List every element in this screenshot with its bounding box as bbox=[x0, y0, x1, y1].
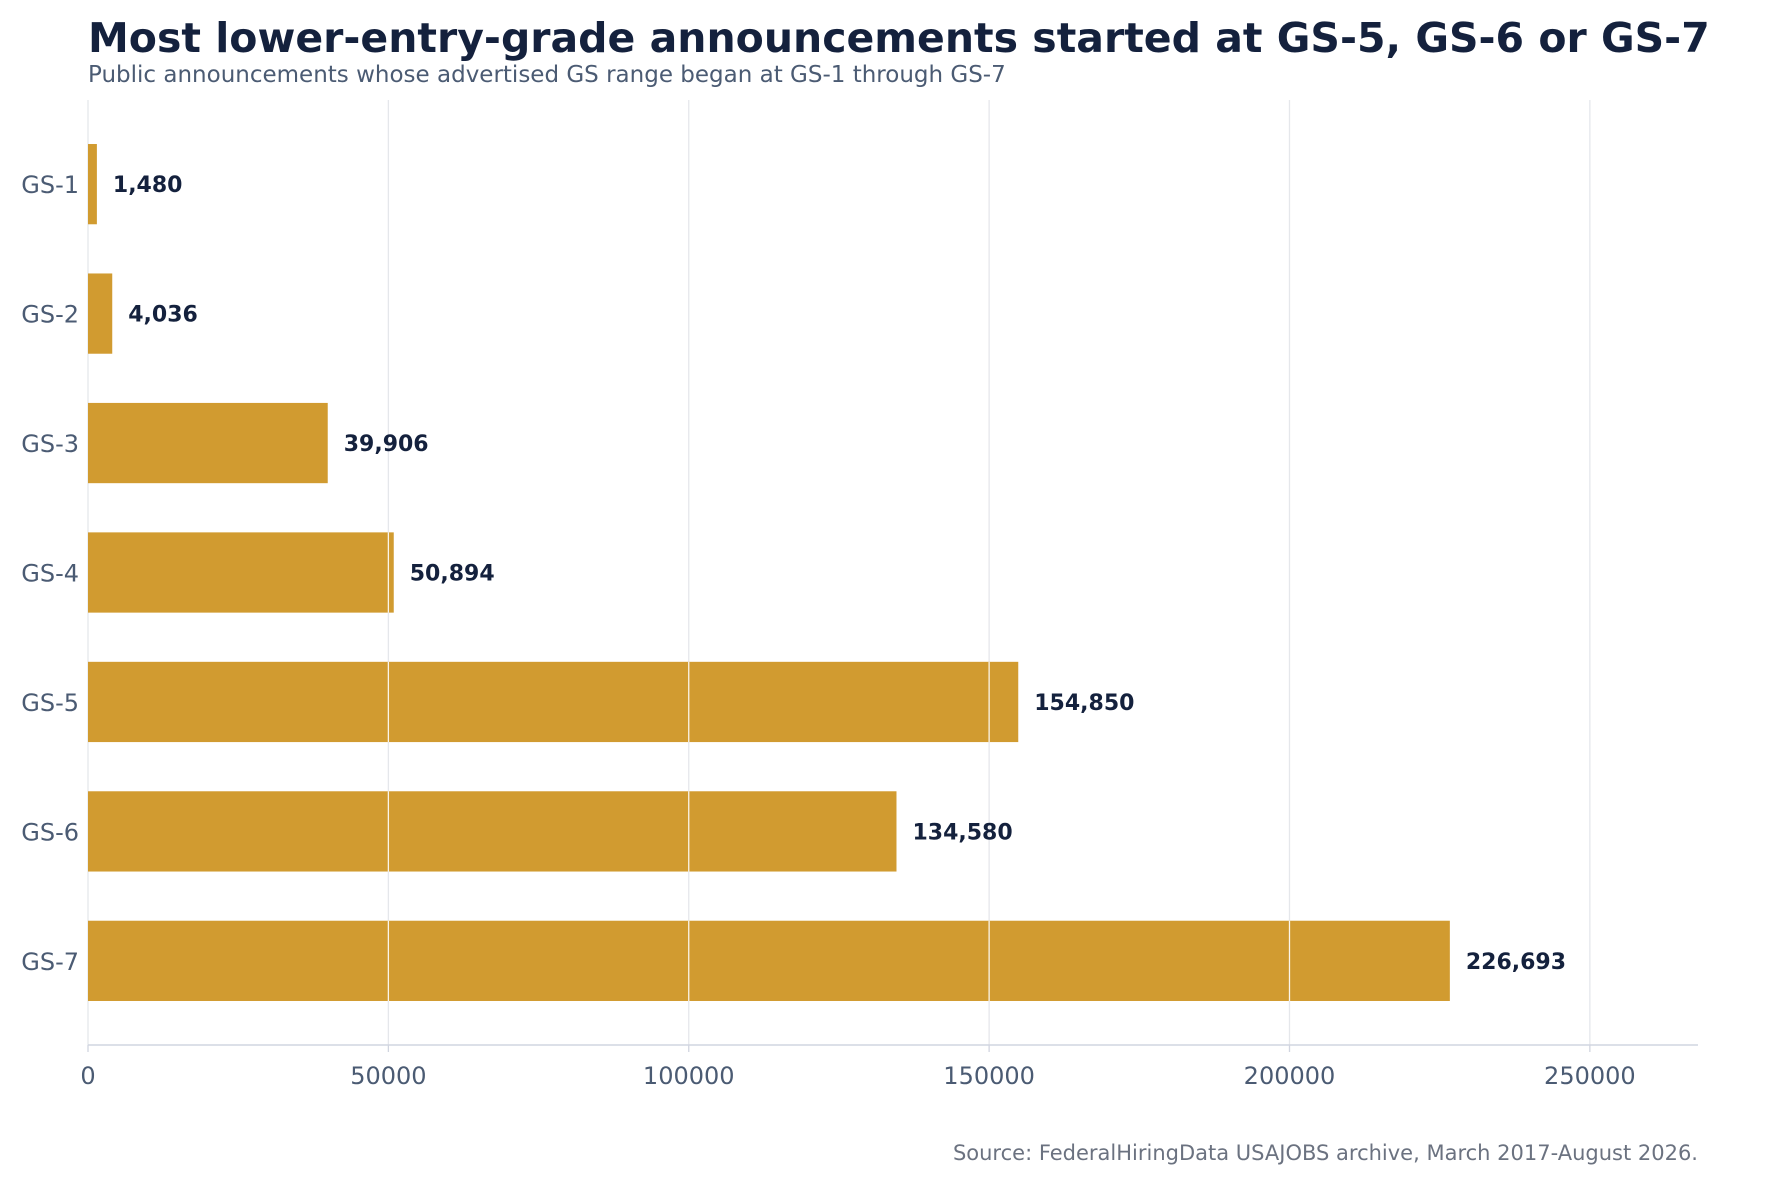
bar-gs-3 bbox=[88, 402, 328, 484]
y-tick-label-gs-3: GS-3 bbox=[21, 430, 79, 458]
y-tick-label-gs-6: GS-6 bbox=[21, 818, 79, 846]
value-label-gs-6: 134,580 bbox=[912, 820, 1012, 845]
value-label-gs-7: 226,693 bbox=[1466, 950, 1566, 975]
x-tick-label-4: 200000 bbox=[1244, 1062, 1336, 1090]
x-axis: 0 50000 100000 150000 200000 250000 bbox=[80, 1044, 1698, 1090]
bar-gs-7 bbox=[88, 920, 1450, 1001]
grid-lines bbox=[87, 100, 1591, 1045]
x-tick-label-1: 50000 bbox=[350, 1062, 426, 1090]
bar-gs-2 bbox=[88, 273, 113, 354]
value-label-gs-5: 154,850 bbox=[1034, 691, 1134, 716]
grid-overlay bbox=[387, 532, 1291, 1001]
bar-gs-6 bbox=[88, 791, 897, 872]
bar-gs-4 bbox=[88, 532, 394, 613]
x-tick-label-3: 150000 bbox=[943, 1062, 1035, 1090]
x-tick-label-0: 0 bbox=[80, 1062, 95, 1090]
value-labels: 1,480 4,036 39,906 50,894 154,850 134,580 226,… bbox=[113, 173, 1566, 975]
y-axis: GS-1 GS-2 GS-3 GS-4 GS-5 GS-6 GS-7 bbox=[21, 171, 79, 976]
y-tick-label-gs-4: GS-4 bbox=[21, 560, 79, 588]
bar-gs-1 bbox=[88, 144, 97, 225]
chart-title: Most lower-entry-grade announcements sta… bbox=[88, 14, 1710, 62]
x-tick-label-5: 250000 bbox=[1544, 1062, 1636, 1090]
chart-subtitle: Public announcements whose advertised GS… bbox=[88, 62, 1006, 88]
value-label-gs-2: 4,036 bbox=[128, 303, 198, 328]
y-tick-label-gs-7: GS-7 bbox=[21, 948, 79, 976]
y-tick-label-gs-2: GS-2 bbox=[21, 301, 79, 329]
bar-gs-5 bbox=[88, 661, 1019, 743]
y-tick-label-gs-5: GS-5 bbox=[21, 689, 79, 717]
value-label-gs-3: 39,906 bbox=[344, 432, 429, 457]
value-label-gs-4: 50,894 bbox=[410, 562, 495, 587]
source-note: Source: FederalHiringData USAJOBS archiv… bbox=[953, 1141, 1698, 1165]
bars bbox=[88, 144, 1450, 1001]
value-label-gs-1: 1,480 bbox=[113, 173, 183, 198]
x-tick-label-2: 100000 bbox=[643, 1062, 735, 1090]
y-tick-label-gs-1: GS-1 bbox=[21, 171, 79, 199]
